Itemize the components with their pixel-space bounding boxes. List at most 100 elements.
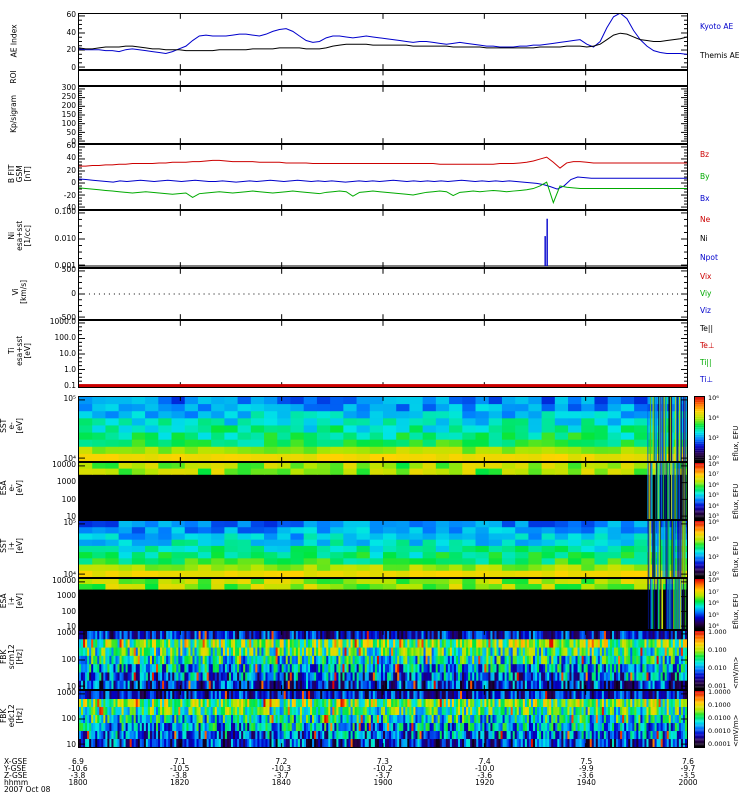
axis-col-0-row-2: -3.8 (70, 771, 86, 780)
spectrogram-fbk-scm (78, 630, 688, 690)
axis-col-5-row-2: -3.6 (579, 771, 594, 780)
legend-ni-0: Ne (700, 214, 711, 224)
colorbar-unit-sst-e: Eflux, EFU (732, 425, 740, 461)
axis-col-4-row-1: -10.0 (474, 764, 495, 773)
colorbar-fbk-scm (694, 630, 705, 690)
ylabel-vi: Vi [km/s] (11, 279, 28, 304)
ytick-fbk-e-0: 1000 (56, 688, 76, 697)
colorbar-label-esa-i-0: 10⁸ (708, 576, 719, 584)
axis-col-4-row-2: -3.6 (477, 771, 492, 780)
ytick-ti-3: 1.0 (64, 365, 76, 374)
axis-col-2-row-0: 7.2 (275, 757, 288, 766)
ytick-bfit-1: 40 (66, 153, 76, 163)
axis-col-1-row-0: 7.1 (173, 757, 186, 766)
colorbar-label-esa-i-2: 10⁶ (708, 599, 719, 607)
spectrogram-esa-i (78, 578, 688, 630)
ytick-ae-3: 0 (71, 63, 76, 72)
ytick-ti-4: 0.1 (64, 381, 76, 390)
colorbar-label-esa-e-0: 10⁸ (708, 460, 719, 468)
axis-col-0-row-0: 6.9 (72, 757, 84, 766)
ytick-vi-0: 500 (61, 265, 76, 274)
colorbar-label-sst-i-1: 10⁴ (708, 535, 719, 544)
ytick-sst-i-1: 10⁴ (63, 570, 76, 579)
axis-col-0-row-1: -10.6 (68, 764, 88, 773)
panel-roi (78, 70, 688, 86)
axis-col-0-row-3: 1800 (68, 778, 88, 787)
ytick-fbk-scm-0: 1000 (56, 628, 76, 637)
ytick-bfit-3: 0 (71, 178, 76, 188)
colorbar-label-esa-i-4: 10⁴ (708, 622, 719, 630)
spectrogram-sst-e (78, 396, 688, 462)
axis-col-4-row-3: 1920 (475, 778, 495, 787)
ytick-esa-e-0: 10000 (52, 460, 76, 469)
axis-col-6-row-2: -3.5 (680, 771, 696, 780)
ytick-ni-0: 0.100 (54, 207, 76, 216)
ylabel-roi: ROI (9, 70, 19, 84)
axis-col-4-row-0: 7.4 (478, 757, 491, 766)
ylabel-fbk-e: FBK edc12 [Hz] (0, 704, 24, 728)
spectrogram-fbk-e (78, 690, 688, 748)
colorbar-label-fbk-scm-2: 0.010 (708, 664, 727, 672)
colorbar-label-sst-i-0: 10⁶ (708, 518, 719, 526)
legend-ae-1: Themis AE (700, 50, 740, 60)
legend-vi-0: Vix (700, 271, 712, 281)
colorbar-esa-i (694, 578, 705, 630)
axis-col-1-row-2: -3.8 (172, 771, 187, 780)
colorbar-fbk-e (694, 690, 705, 748)
ytick-esa-i-1: 1000 (56, 591, 76, 601)
ylabel-bfit: B FIT GSM [nT] (7, 164, 32, 184)
ylabel-fbk-scm: FBK scm12 [Hz] (0, 644, 24, 670)
colorbar-label-esa-e-3: 10⁵ (708, 491, 719, 500)
panel-kp (78, 86, 688, 144)
legend-ae-0: Kyoto AE (700, 22, 734, 32)
ytick-kp-3: 150 (61, 110, 76, 119)
panel-ni (78, 210, 688, 268)
axis-col-1-row-1: -10.5 (169, 764, 190, 773)
panel-ae (78, 13, 688, 70)
ytick-ti-0: 1000.0 (49, 317, 76, 326)
colorbar-esa-e (694, 462, 705, 520)
ytick-fbk-e-2: 10 (66, 740, 76, 749)
ytick-ae-0: 60 (66, 10, 76, 19)
axis-row-label-0: X-GSE (4, 757, 28, 766)
colorbar-label-fbk-e-0: 1.0000 (708, 688, 731, 696)
ytick-fbk-e-1: 100 (61, 714, 76, 723)
axis-col-6-row-1: -9.7 (680, 764, 696, 773)
legend-vi-1: Viy (700, 289, 712, 298)
ytick-sst-e-1: 10⁴ (63, 454, 76, 463)
ytick-ni-1: 0.010 (54, 234, 76, 243)
ytick-bfit-0: 60 (66, 141, 76, 150)
ytick-kp-1: 250 (61, 92, 76, 101)
legend-bfit-1: By (700, 172, 710, 181)
ytick-ni-2: 0.001 (54, 261, 76, 270)
colorbar-label-esa-i-1: 10⁷ (708, 587, 719, 596)
ylabel-sst-e: SST e- [eV] (0, 418, 24, 434)
axis-col-3-row-3: 1900 (373, 778, 393, 787)
axis-row-label-2: Z-GSE (4, 771, 28, 780)
ytick-esa-e-1: 1000 (56, 477, 76, 487)
panel-ti (78, 320, 688, 388)
colorbar-label-esa-e-2: 10⁶ (708, 480, 719, 489)
ytick-bfit-5: -40 (63, 203, 76, 212)
axis-row-label-3: hhmm (4, 778, 29, 787)
ytick-bfit-2: 20 (66, 165, 76, 175)
colorbar-unit-esa-e: Eflux, EFU (732, 483, 740, 519)
colorbar-unit-sst-i: Eflux, EFU (732, 541, 740, 577)
ylabel-kp: Kp/sigram (9, 94, 19, 133)
colorbar-label-fbk-e-1: 0.1000 (708, 701, 731, 709)
ylabel-sst-i: SST i+ [eV] (0, 538, 24, 554)
axis-col-3-row-0: 7.3 (377, 757, 389, 766)
legend-ti-1: Te⊥ (700, 340, 715, 350)
legend-vi-2: Viz (700, 306, 711, 316)
axis-col-5-row-0: 7.5 (580, 757, 593, 766)
colorbar-label-esa-i-3: 10⁵ (708, 610, 719, 619)
ytick-kp-5: 50 (66, 128, 76, 137)
panel-vi (78, 268, 688, 320)
ytick-vi-1: 0 (71, 289, 76, 298)
ytick-kp-6: 0 (71, 137, 76, 146)
colorbar-unit-fbk-scm: <mV/m> (732, 656, 740, 689)
spectrogram-esa-e (78, 462, 688, 520)
ytick-kp-2: 200 (61, 101, 76, 110)
legend-bfit-0: Bz (700, 150, 710, 159)
